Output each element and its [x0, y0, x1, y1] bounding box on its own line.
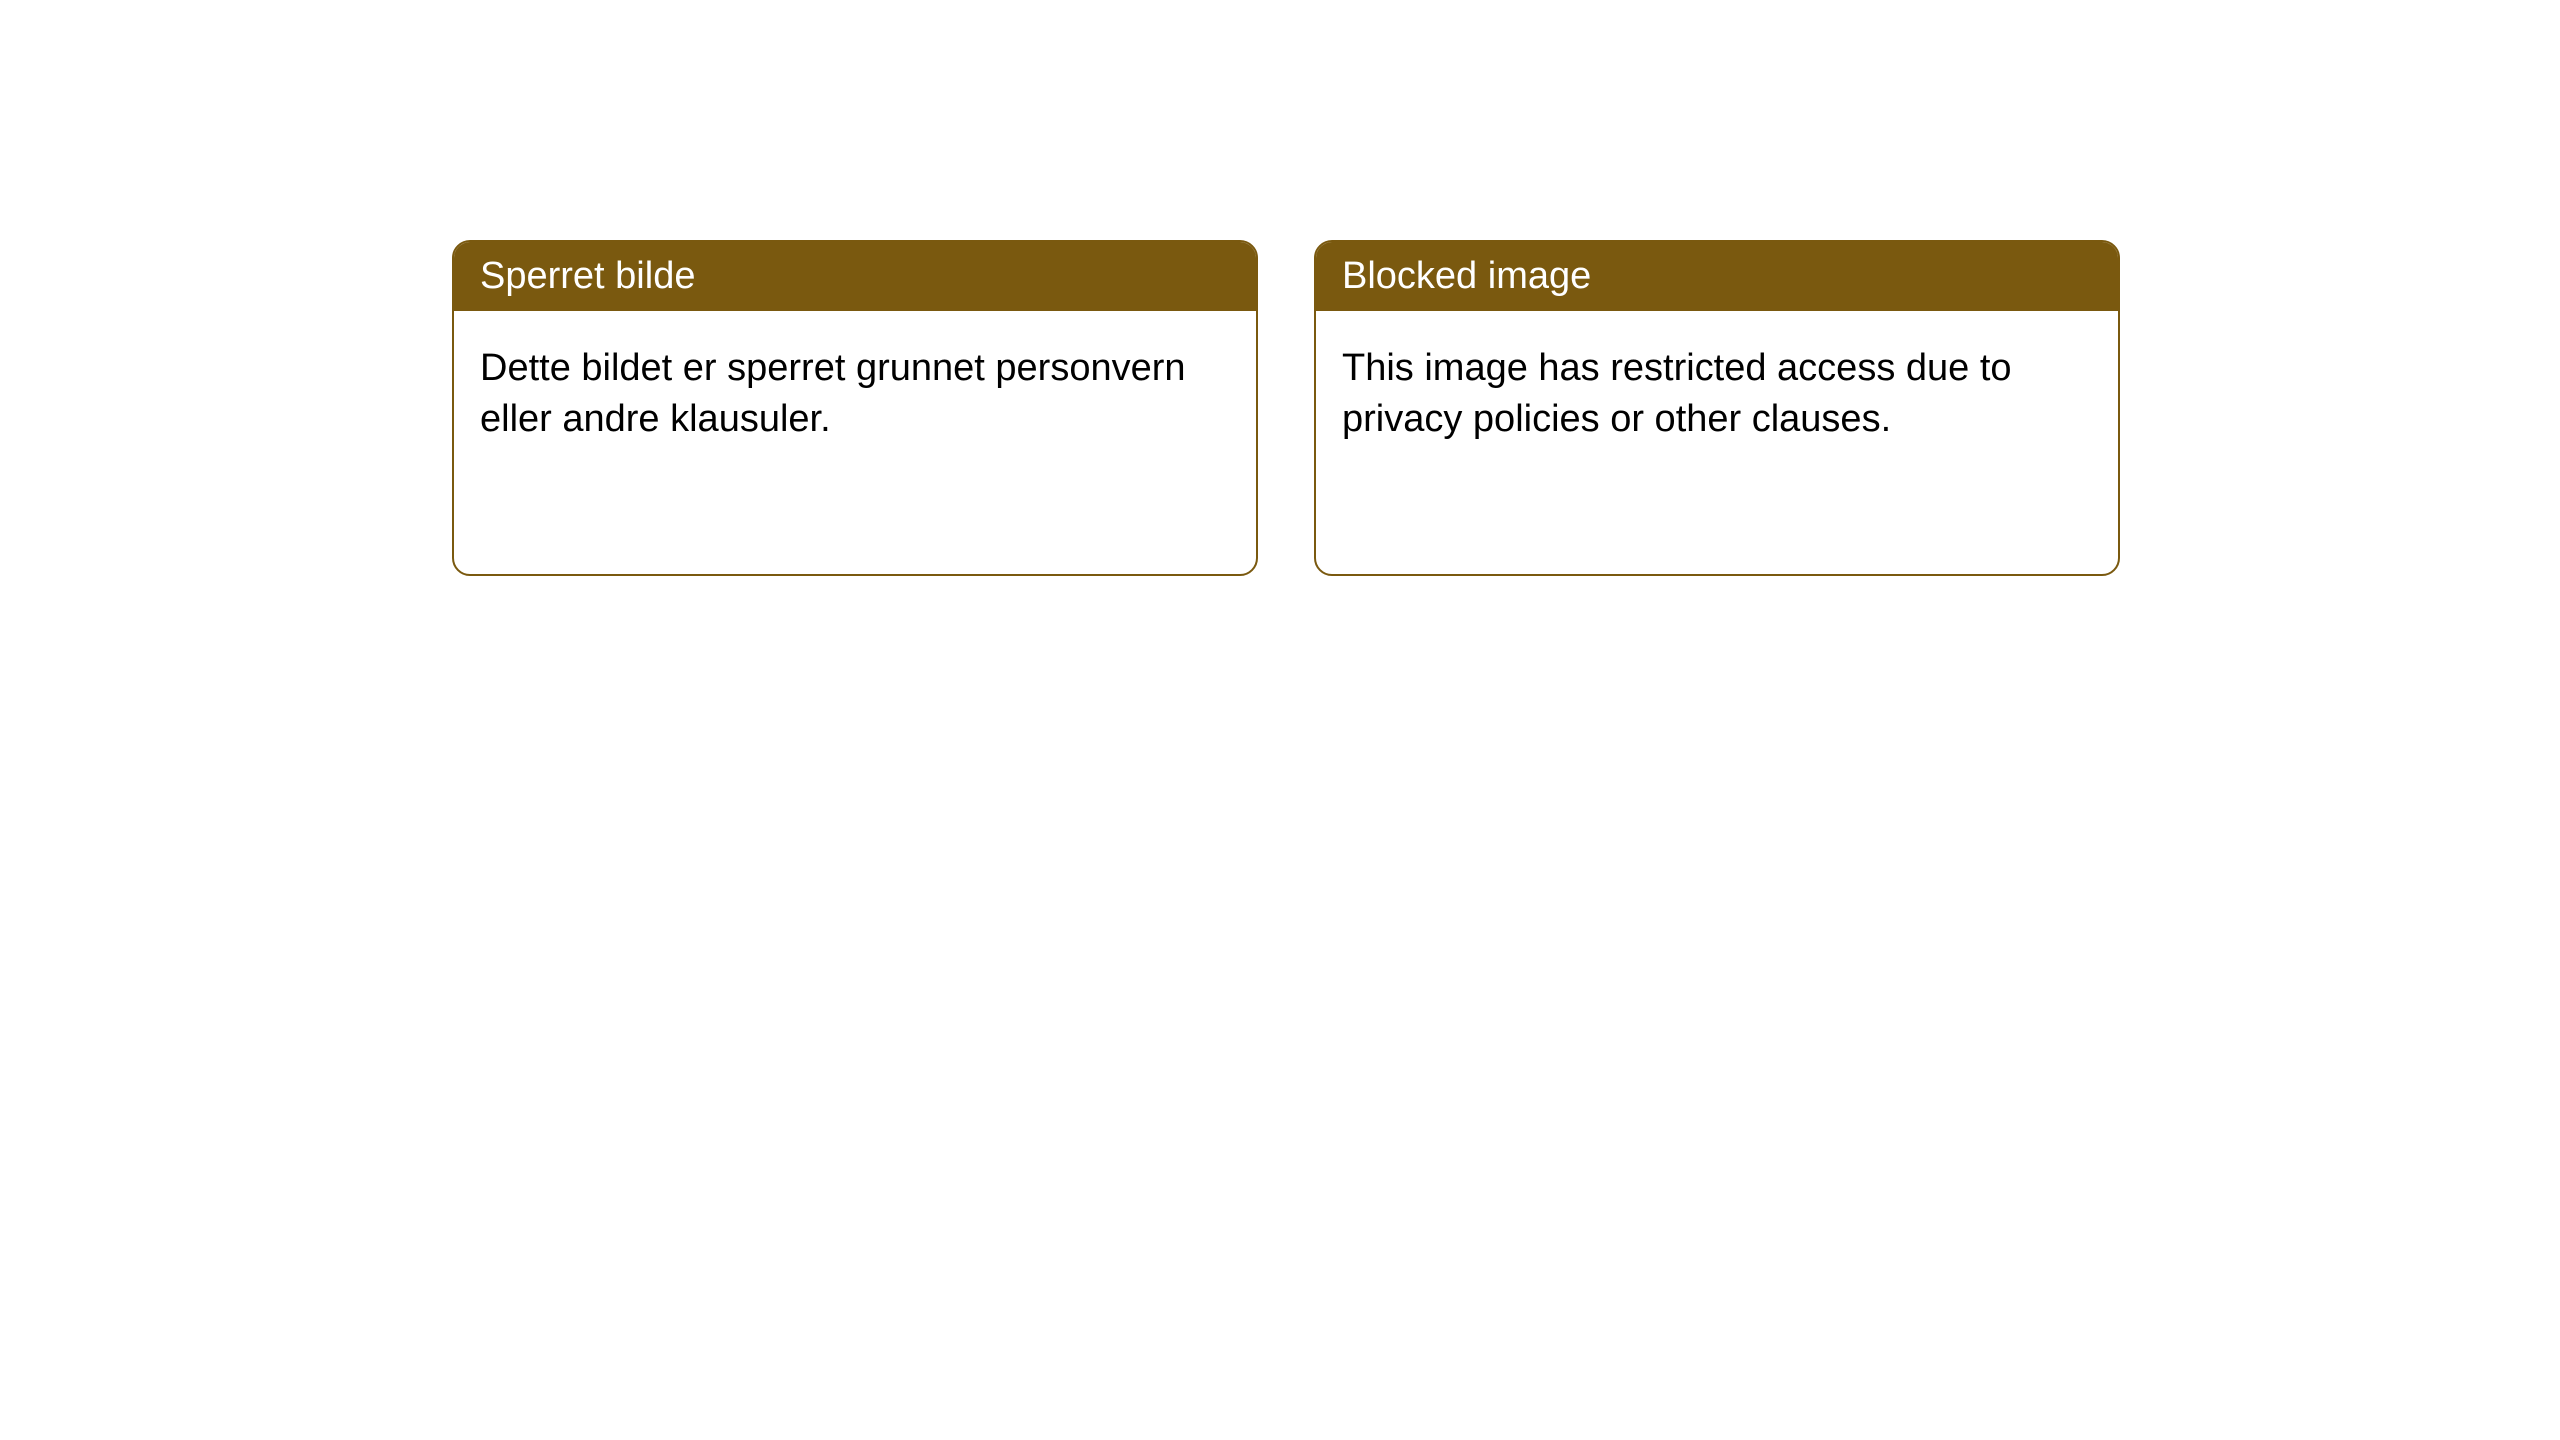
notice-header: Sperret bilde	[454, 242, 1256, 311]
notice-header: Blocked image	[1316, 242, 2118, 311]
notice-container: Sperret bilde Dette bildet er sperret gr…	[0, 0, 2560, 576]
notice-header-text: Blocked image	[1342, 255, 1591, 297]
notice-header-text: Sperret bilde	[480, 255, 695, 297]
notice-card-english: Blocked image This image has restricted …	[1314, 240, 2120, 576]
notice-body-text: This image has restricted access due to …	[1342, 347, 2012, 440]
notice-card-norwegian: Sperret bilde Dette bildet er sperret gr…	[452, 240, 1258, 576]
notice-body: This image has restricted access due to …	[1316, 311, 2118, 478]
notice-body-text: Dette bildet er sperret grunnet personve…	[480, 347, 1186, 440]
notice-body: Dette bildet er sperret grunnet personve…	[454, 311, 1256, 478]
